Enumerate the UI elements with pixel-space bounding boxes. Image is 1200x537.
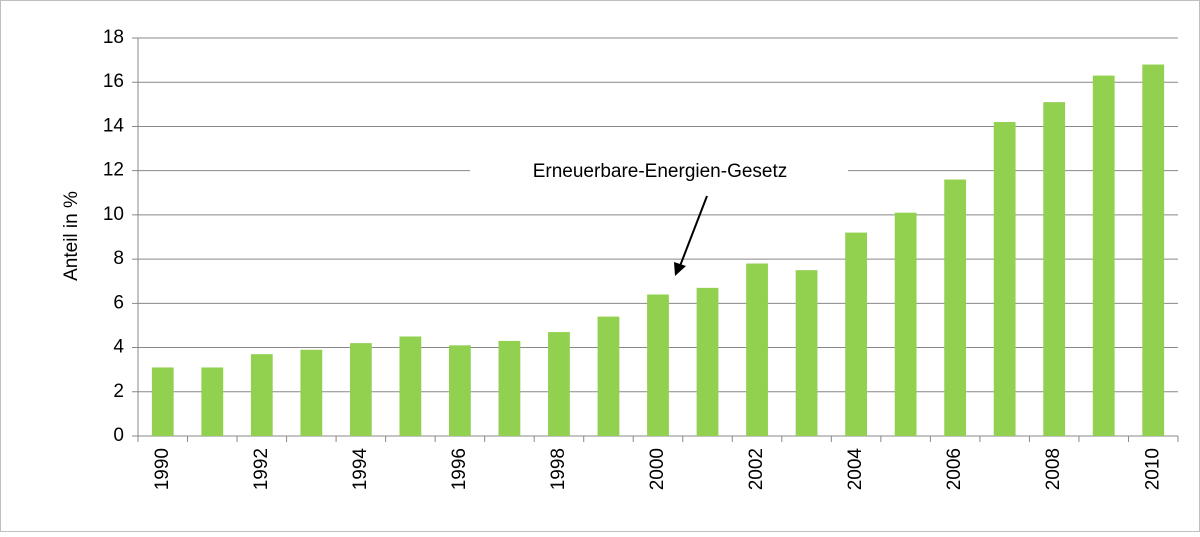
x-tick-label: 2004 <box>845 448 866 491</box>
y-tick-label: 2 <box>113 381 124 402</box>
bar <box>597 316 620 436</box>
x-tick-label: 1996 <box>449 448 470 490</box>
y-tick-label: 0 <box>113 425 124 446</box>
x-tick-label: 1990 <box>152 448 173 490</box>
bar <box>399 336 422 436</box>
x-tick-label: 2006 <box>944 448 965 490</box>
y-tick-label: 14 <box>103 115 125 136</box>
bar <box>894 212 917 436</box>
x-tick-label: 2008 <box>1043 448 1064 490</box>
plot-area: 0 2 4 6 8 10 12 14 16 18 1990 1992 1994 1996 1998 2000 2… <box>103 27 1179 491</box>
bar <box>250 354 273 436</box>
x-tick-label: 2002 <box>746 448 767 490</box>
bar <box>498 340 521 436</box>
bar <box>548 332 570 436</box>
annotation-arrowhead <box>674 262 686 276</box>
bar <box>746 263 768 436</box>
annotation: Erneuerbare-Energien-Gesetz <box>533 161 788 182</box>
y-tick-label: 10 <box>103 204 124 225</box>
y-tick-label: 6 <box>113 292 124 313</box>
x-tick-label: 2010 <box>1142 448 1163 490</box>
y-axis-label: Anteil in % <box>61 191 82 281</box>
y-tick-label: 4 <box>113 337 124 358</box>
x-tick-label: 1992 <box>251 448 272 490</box>
bar <box>1142 64 1165 437</box>
bar <box>795 270 818 436</box>
x-tick-label: 1998 <box>548 448 569 490</box>
bar <box>696 287 719 436</box>
annotation-arrow <box>679 195 708 267</box>
bar <box>349 343 372 436</box>
bar <box>1043 102 1066 436</box>
bar <box>1092 75 1115 436</box>
y-tick-label: 16 <box>103 71 124 92</box>
y-tick-label: 8 <box>113 248 124 269</box>
bar <box>845 232 867 436</box>
y-tick-label: 18 <box>103 27 124 48</box>
bar <box>151 367 174 436</box>
bar <box>449 345 471 436</box>
y-tick-label: 12 <box>103 160 124 181</box>
annotation-background <box>470 158 848 186</box>
bar <box>993 122 1016 437</box>
x-tick-label: 1994 <box>350 448 371 491</box>
bar <box>944 179 967 436</box>
bar <box>647 294 669 436</box>
bar <box>201 367 224 436</box>
x-tick-label: 2000 <box>647 448 668 490</box>
bar <box>300 349 323 436</box>
